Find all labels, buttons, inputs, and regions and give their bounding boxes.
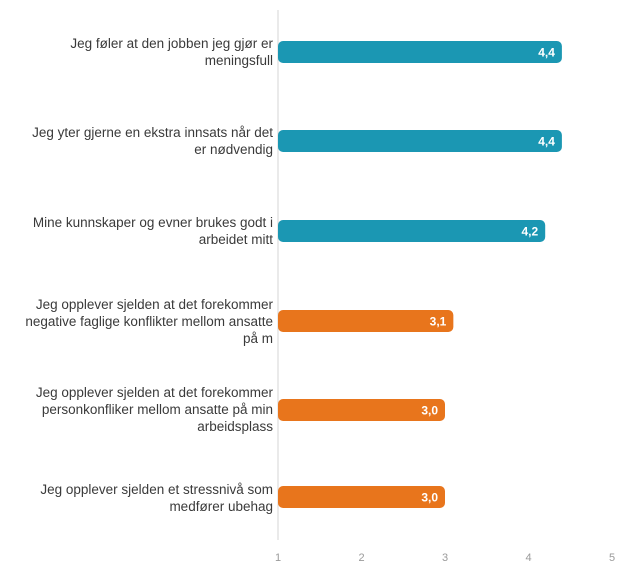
bar-value-label: 3,0 [421, 404, 438, 418]
category-label: Jeg opplever sjelden at det forekommer n… [25, 296, 273, 346]
category-label: Jeg opplever sjelden et stressnivå som m… [40, 482, 273, 514]
bar-value-label: 4,4 [538, 135, 555, 149]
bar-value-label: 4,4 [538, 46, 555, 60]
bar [278, 41, 562, 63]
x-tick-label: 5 [609, 552, 615, 564]
category-label: Jeg opplever sjelden at det forekommer p… [35, 384, 273, 434]
bar [278, 130, 562, 152]
bar [278, 310, 454, 332]
bar [278, 486, 445, 508]
bar [278, 220, 546, 242]
x-tick-label: 1 [275, 552, 281, 564]
x-tick-label: 2 [358, 552, 364, 564]
x-tick-label: 3 [442, 552, 448, 564]
category-label: Jeg yter gjerne en ekstra innsats når de… [32, 125, 273, 157]
bar [278, 399, 445, 421]
category-label: Mine kunnskaper og evner brukes godt i a… [32, 215, 273, 247]
bar-value-label: 4,2 [522, 225, 539, 239]
x-tick-label: 4 [525, 552, 531, 564]
bar-value-label: 3,1 [430, 315, 447, 329]
bar-value-label: 3,0 [421, 491, 438, 505]
category-label: Jeg føler at den jobben jeg gjør er meni… [70, 36, 273, 68]
